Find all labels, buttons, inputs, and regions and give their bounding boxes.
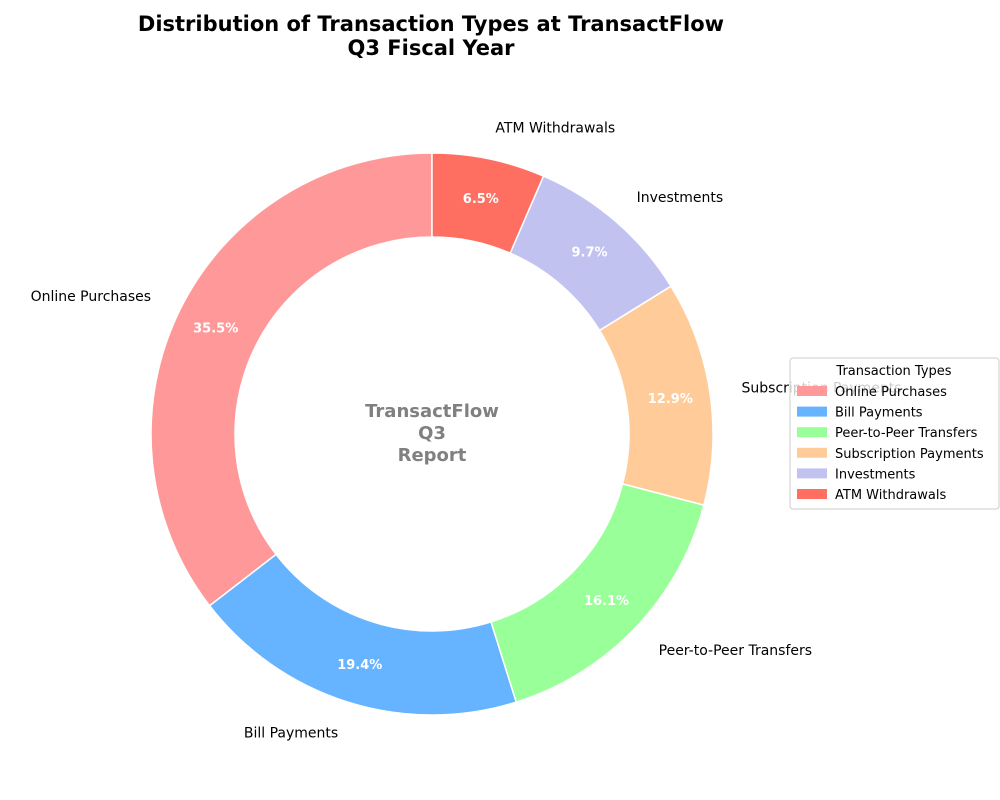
legend-label-atm-withdrawals: ATM Withdrawals: [835, 488, 946, 503]
legend-label-investments: Investments: [835, 467, 916, 482]
legend-swatch-bill-payments: [797, 407, 827, 417]
percent-label-atm-withdrawals: 6.5%: [463, 192, 499, 207]
percent-label-online-purchases: 35.5%: [193, 322, 238, 337]
legend-swatch-atm-withdrawals: [797, 489, 827, 499]
slice-peer-to-peer-transfers: [491, 484, 704, 702]
legend-swatch-peer-to-peer-transfers: [797, 427, 827, 437]
legend-label-subscription-payments: Subscription Payments: [835, 447, 984, 462]
center-text-line-3: Report: [398, 445, 467, 466]
percent-label-investments: 9.7%: [572, 246, 608, 261]
chart-title-line-2: Q3 Fiscal Year: [348, 36, 516, 60]
chart-title: Distribution of Transaction Types at Tra…: [138, 12, 724, 60]
slice-bill-payments: [210, 554, 517, 715]
slice-label-peer-to-peer-transfers: Peer-to-Peer Transfers: [659, 643, 812, 659]
legend-title: Transaction Types: [835, 364, 951, 379]
percent-label-peer-to-peer-transfers: 16.1%: [584, 594, 629, 609]
center-text-line-2: Q3: [418, 423, 446, 444]
center-text: TransactFlow Q3 Report: [365, 401, 499, 466]
slice-label-bill-payments: Bill Payments: [244, 726, 338, 742]
legend-swatch-online-purchases: [797, 386, 827, 396]
slice-online-purchases: [151, 153, 432, 606]
legend-label-peer-to-peer-transfers: Peer-to-Peer Transfers: [835, 426, 978, 441]
percent-label-subscription-payments: 12.9%: [648, 392, 693, 407]
legend: Transaction Types Online Purchases Bill P…: [790, 358, 999, 509]
legend-swatch-subscription-payments: [797, 448, 827, 458]
chart-title-line-1: Distribution of Transaction Types at Tra…: [138, 12, 724, 36]
center-text-line-1: TransactFlow: [365, 401, 499, 422]
legend-swatch-investments: [797, 468, 827, 478]
slice-label-online-purchases: Online Purchases: [31, 289, 151, 305]
slice-label-investments: Investments: [637, 190, 724, 206]
legend-label-online-purchases: Online Purchases: [835, 385, 947, 400]
slice-label-atm-withdrawals: ATM Withdrawals: [495, 120, 615, 136]
percent-label-bill-payments: 19.4%: [337, 658, 382, 673]
legend-label-bill-payments: Bill Payments: [835, 406, 923, 421]
